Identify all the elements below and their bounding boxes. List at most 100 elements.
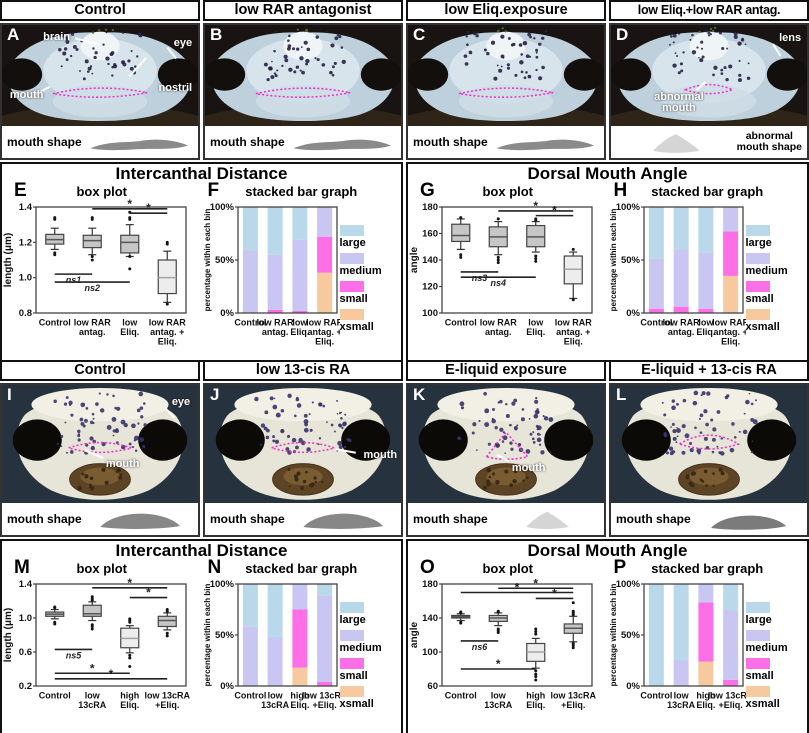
panel-j-body: J mouth mouth shape bbox=[203, 383, 403, 537]
svg-text:50%: 50% bbox=[214, 630, 234, 641]
svg-text:low RAR: low RAR bbox=[74, 318, 111, 328]
svg-text:percentage within each bin: percentage within each bin bbox=[203, 209, 212, 312]
svg-text:low 13cRA: low 13cRA bbox=[301, 691, 339, 701]
svg-text:low RAR: low RAR bbox=[149, 318, 186, 328]
panel-b-body: B mouth shape bbox=[203, 23, 403, 160]
svg-text:percentage within each bin: percentage within each bin bbox=[609, 584, 618, 687]
svg-text:Eliq.: Eliq. bbox=[158, 337, 177, 347]
svg-text:ns4: ns4 bbox=[490, 278, 506, 288]
svg-text:0.2: 0.2 bbox=[19, 681, 32, 692]
mouth-shape-label: mouth shape bbox=[7, 135, 82, 149]
legend-label-small: small bbox=[339, 670, 368, 682]
svg-text:percentage within each bin: percentage within each bin bbox=[609, 209, 618, 312]
svg-text:percentage within each bin: percentage within each bin bbox=[203, 584, 212, 687]
panel-a-photo: A brain eye mouth nostril bbox=[2, 25, 198, 126]
legend: large medium small xsmall bbox=[339, 199, 396, 337]
panel-letter-c: C bbox=[413, 25, 426, 44]
legend-swatch-large bbox=[745, 602, 770, 613]
group-content: G box plot 100120140160180angle**ns3ns4C… bbox=[408, 180, 807, 360]
legend-swatch-small bbox=[339, 281, 364, 292]
annotation-lens: lens bbox=[779, 32, 802, 45]
legend-label-xsmall: xsmall bbox=[339, 321, 374, 333]
chart-title-boxplot: box plot bbox=[76, 184, 128, 199]
svg-text:Control: Control bbox=[234, 691, 266, 701]
group-title-dorsal: Dorsal Mouth Angle bbox=[527, 164, 688, 183]
svg-text:*: * bbox=[515, 581, 520, 595]
bar-with-legend: 0% 50% 100% percentage within each bin Contr… bbox=[202, 576, 402, 728]
panel-c-mouth-shape-strip: mouth shape bbox=[408, 126, 604, 158]
svg-text:100%: 100% bbox=[615, 579, 640, 590]
svg-text:Eliq.: Eliq. bbox=[526, 327, 545, 337]
svg-text:100%: 100% bbox=[615, 202, 640, 213]
svg-text:low: low bbox=[528, 318, 544, 328]
legend-swatch-xsmall bbox=[745, 686, 770, 697]
legend-label-small: small bbox=[745, 293, 774, 305]
annotation-eye: eye bbox=[171, 395, 191, 408]
annotation-mouth: mouth bbox=[511, 461, 546, 474]
panel-n: N stacked bar graph 0% 50% 100% percentage … bbox=[202, 557, 402, 733]
stackedbar-f: 0% 50% 100%percentage within each bin Contr… bbox=[203, 202, 340, 347]
panel-e: E box plot 0.8 1.0 1.2 1.4 length (μm) * * ns1 n… bbox=[2, 180, 202, 360]
bar-with-legend: 0% 50% 100% percentage within each bin Contr… bbox=[202, 199, 402, 355]
svg-text:Control: Control bbox=[39, 318, 71, 328]
svg-text:antag. +: antag. + bbox=[556, 327, 590, 337]
svg-text:low: low bbox=[292, 318, 308, 328]
specimen-image bbox=[205, 385, 401, 503]
legend: large medium small xsmall bbox=[339, 576, 396, 714]
photo-panel-j: low 13-cis RA J mouth mouth shape bbox=[203, 360, 403, 537]
legend-swatch-xsmall bbox=[339, 309, 364, 320]
svg-text:0%: 0% bbox=[626, 308, 640, 319]
panel-letter-a: A bbox=[7, 25, 20, 44]
panel-p: P stacked bar graph 0% 50% 100% percentage … bbox=[608, 557, 808, 733]
svg-text:Eliq.: Eliq. bbox=[315, 337, 334, 347]
legend-swatch-large bbox=[745, 225, 770, 236]
svg-text:0%: 0% bbox=[626, 681, 640, 692]
svg-text:180: 180 bbox=[422, 579, 438, 590]
svg-text:13cRA: 13cRA bbox=[78, 700, 107, 710]
photo-panel-d: low Eliq.+low RAR antag. D lens abnormal… bbox=[609, 0, 809, 160]
legend: large medium small xsmall bbox=[745, 576, 802, 714]
panel-l-mouth-shape-strip: mouth shape bbox=[611, 503, 807, 535]
specimen-image bbox=[408, 25, 604, 126]
panel-l-body: L mouth shape bbox=[609, 383, 809, 537]
mouth-shape-silhouette bbox=[652, 134, 700, 153]
photo-panel-i: Control I eye mouth mouth shape bbox=[0, 360, 200, 537]
svg-text:Control: Control bbox=[445, 318, 477, 328]
photo-panel-b: low RAR antagonist B mouth shape bbox=[203, 0, 403, 160]
svg-text:low 13cRA: low 13cRA bbox=[707, 691, 745, 701]
svg-text:angle: angle bbox=[409, 247, 420, 274]
legend-swatch-small bbox=[339, 658, 364, 669]
mouth-shape-silhouette bbox=[525, 511, 569, 530]
svg-text:Control: Control bbox=[234, 318, 266, 328]
legend-swatch-medium bbox=[745, 253, 770, 264]
stackedbar-h: 0% 50% 100%percentage within each bin Contr… bbox=[609, 202, 746, 347]
legend-label-medium: medium bbox=[745, 265, 788, 277]
svg-text:0%: 0% bbox=[220, 681, 234, 692]
annotation-abnormal-mouth: abnormal mouth bbox=[654, 90, 704, 114]
svg-text:antag. +: antag. + bbox=[150, 327, 184, 337]
legend-label-xsmall: xsmall bbox=[339, 698, 374, 710]
svg-text:140: 140 bbox=[422, 255, 438, 266]
svg-text:Eliq.: Eliq. bbox=[696, 327, 715, 337]
mouth-shape-label: mouth shape bbox=[413, 135, 488, 149]
photo-panel-l: E-liquid + 13-cis RA L mouth shape bbox=[609, 360, 809, 537]
specimen-image bbox=[2, 25, 198, 126]
panel-c-photo: C bbox=[408, 25, 604, 126]
svg-text:*: * bbox=[127, 576, 132, 590]
svg-text:low: low bbox=[267, 691, 283, 701]
svg-text:low: low bbox=[698, 318, 714, 328]
svg-text:0.8: 0.8 bbox=[19, 308, 32, 319]
svg-text:100: 100 bbox=[422, 647, 438, 658]
legend-label-medium: medium bbox=[745, 642, 788, 654]
svg-text:100%: 100% bbox=[209, 579, 234, 590]
svg-text:low 13cRA: low 13cRA bbox=[144, 691, 190, 701]
chart-title-stacked: stacked bar graph bbox=[245, 561, 358, 576]
svg-text:antag. +: antag. + bbox=[307, 327, 340, 337]
chart-title-boxplot: box plot bbox=[482, 561, 534, 576]
annotation-brain: brain bbox=[43, 31, 71, 44]
panel-d-mouth-shape-strip: abnormal mouth shape bbox=[611, 126, 807, 158]
specimen-image bbox=[205, 25, 401, 126]
svg-text:ns5: ns5 bbox=[66, 650, 83, 660]
svg-text:180: 180 bbox=[422, 202, 438, 213]
svg-text:1.0: 1.0 bbox=[19, 613, 32, 624]
